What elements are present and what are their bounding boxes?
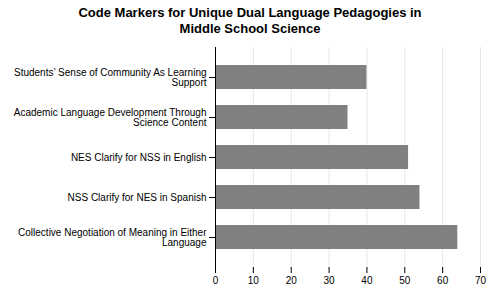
svg-text:Academic Language Development: Academic Language Development ThroughSci…	[14, 107, 207, 128]
svg-text:60: 60	[437, 275, 449, 286]
html-text:Code Markers for Unique Dual L: Code Markers for Unique Dual Language Pe…	[78, 5, 422, 36]
svg-text:20: 20	[286, 275, 298, 286]
svg-text:0: 0	[213, 275, 219, 286]
svg-text:40: 40	[361, 275, 373, 286]
svg-text:10: 10	[248, 275, 260, 286]
svg-text:NSS Clarify for NES in Spanish: NSS Clarify for NES in Spanish	[68, 192, 207, 203]
svg-text:30: 30	[324, 275, 336, 286]
svg-text:Collective Negotiation of Mean: Collective Negotiation of Meaning in Eit…	[18, 227, 207, 248]
svg-text:50: 50	[399, 275, 411, 286]
svg-text:NES Clarify for NSS in English: NES Clarify for NSS in English	[71, 152, 207, 163]
svg-text:Students’ Sense of Community A: Students’ Sense of Community As Learning…	[14, 67, 207, 88]
svg-text:70: 70	[475, 275, 487, 286]
